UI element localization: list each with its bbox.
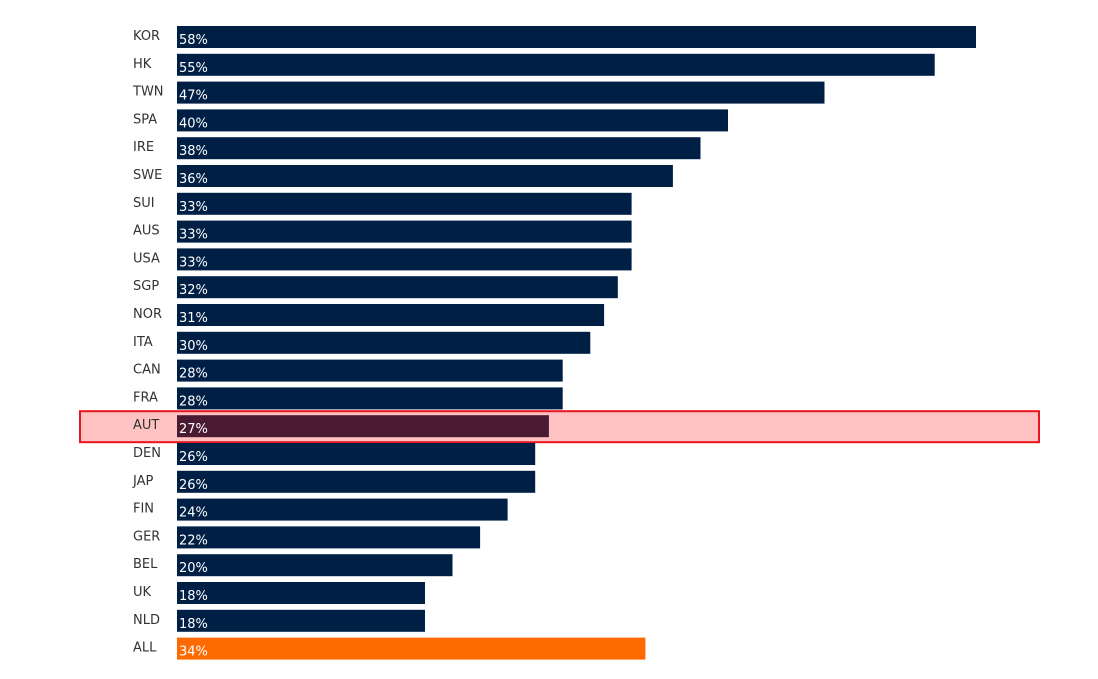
- category-label-uk: UK: [133, 585, 152, 600]
- bar-ger: [177, 526, 481, 549]
- bar-can: [177, 359, 563, 382]
- category-label-fra: FRA: [133, 390, 158, 405]
- value-label-aut: 27%: [179, 422, 208, 437]
- bar-fin: [177, 498, 508, 521]
- value-label-ire: 38%: [179, 144, 208, 159]
- category-label-usa: USA: [133, 251, 160, 266]
- value-label-uk: 18%: [179, 589, 208, 604]
- bar-ita: [177, 331, 591, 354]
- value-label-hk: 55%: [179, 61, 208, 76]
- bar-ire: [177, 137, 701, 160]
- category-label-den: DEN: [133, 446, 161, 461]
- category-label-nld: NLD: [133, 613, 160, 628]
- value-label-twn: 47%: [179, 89, 208, 104]
- bar-spa: [177, 109, 728, 132]
- value-label-kor: 58%: [179, 33, 208, 48]
- value-label-nor: 31%: [179, 311, 208, 326]
- category-label-hk: HK: [133, 57, 152, 72]
- value-label-bel: 20%: [179, 561, 208, 576]
- value-label-sui: 33%: [179, 200, 208, 215]
- bar-all: [177, 637, 646, 660]
- bar-aut: [177, 415, 549, 438]
- category-label-ger: GER: [133, 529, 160, 544]
- bar-den: [177, 443, 536, 465]
- category-label-aus: AUS: [133, 224, 160, 239]
- value-label-can: 28%: [179, 367, 208, 382]
- category-label-can: CAN: [133, 363, 161, 378]
- value-label-spa: 40%: [179, 116, 208, 131]
- category-label-sui: SUI: [133, 196, 155, 211]
- category-label-all: ALL: [133, 641, 157, 656]
- category-label-bel: BEL: [133, 557, 158, 572]
- category-label-swe: SWE: [133, 168, 162, 183]
- bar-uk: [177, 582, 425, 604]
- value-label-all: 34%: [179, 645, 208, 660]
- value-label-swe: 36%: [179, 172, 208, 187]
- bar-fra: [177, 387, 563, 410]
- value-label-fin: 24%: [179, 506, 208, 521]
- category-label-kor: KOR: [133, 29, 160, 44]
- bar-sgp: [177, 276, 618, 299]
- category-label-jap: JAP: [132, 474, 153, 489]
- bar-swe: [177, 165, 673, 187]
- value-label-fra: 28%: [179, 394, 208, 409]
- category-label-aut: AUT: [133, 418, 159, 433]
- bar-bel: [177, 554, 453, 577]
- value-label-ita: 30%: [179, 339, 208, 354]
- category-label-sgp: SGP: [133, 279, 159, 294]
- bar-usa: [177, 248, 632, 271]
- value-label-nld: 18%: [179, 617, 208, 632]
- category-label-twn: TWN: [132, 85, 164, 100]
- category-label-spa: SPA: [133, 112, 157, 127]
- value-label-aus: 33%: [179, 228, 208, 243]
- bar-jap: [177, 470, 536, 493]
- bar-kor: [177, 26, 976, 48]
- value-label-sgp: 32%: [179, 283, 208, 298]
- value-label-usa: 33%: [179, 255, 208, 270]
- category-label-ita: ITA: [133, 335, 153, 350]
- bar-nld: [177, 609, 425, 632]
- bar-hk: [177, 53, 935, 76]
- value-label-jap: 26%: [179, 478, 208, 493]
- bar-aus: [177, 220, 632, 243]
- bar-sui: [177, 192, 632, 215]
- category-label-ire: IRE: [133, 140, 154, 155]
- category-label-fin: FIN: [133, 502, 154, 517]
- value-label-den: 26%: [179, 450, 208, 465]
- value-label-ger: 22%: [179, 533, 208, 548]
- bar-nor: [177, 304, 605, 326]
- category-label-nor: NOR: [133, 307, 162, 322]
- bar-twn: [177, 81, 825, 104]
